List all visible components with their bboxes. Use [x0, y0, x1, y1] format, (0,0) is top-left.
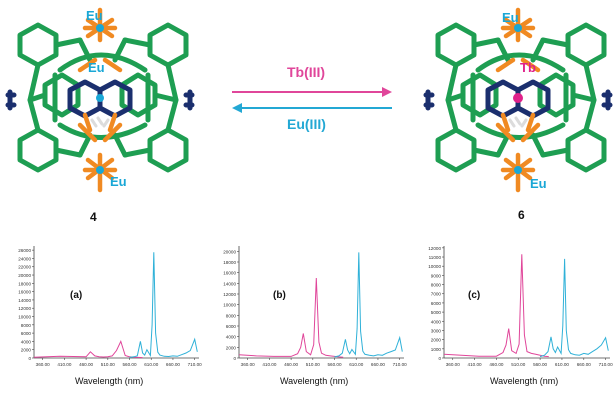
- y-tick-label: 4000: [431, 319, 442, 324]
- spectrum-a: 0 2000 4000 6000 8000 10000 12000 14000 16000 180…: [18, 246, 202, 367]
- y-tick-label: 0: [233, 356, 236, 361]
- y-tick-label: 6000: [226, 324, 237, 329]
- eu-label-bottom-left: Eu: [110, 174, 127, 189]
- x-tick-label: 510.00: [101, 362, 115, 367]
- y-tick-label: 8000: [431, 283, 442, 288]
- spectrum-series-1: [129, 252, 198, 358]
- x-tick-label: 560.00: [327, 362, 341, 367]
- x-tick-label: 710.00: [393, 362, 407, 367]
- x-tick-label: 660.00: [166, 362, 180, 367]
- spectrum-series-0: [33, 340, 143, 359]
- panel-label-a: (a): [70, 290, 83, 301]
- y-tick-label: 12000: [428, 246, 441, 251]
- x-tick-label: 610.00: [349, 362, 363, 367]
- y-tick-label: 24000: [18, 256, 31, 261]
- y-tick-label: 4000: [21, 339, 32, 344]
- compound-label-6: 6: [518, 208, 525, 222]
- forward-reagent-label: Tb(III): [287, 64, 326, 80]
- y-tick-label: 5000: [431, 310, 442, 315]
- y-tick-label: 2000: [21, 348, 32, 353]
- y-tick-label: 26000: [18, 248, 31, 253]
- x-tick-label: 460.00: [489, 362, 503, 367]
- x-tick-label: 360.00: [241, 362, 255, 367]
- eu-label-bottom-right: Eu: [530, 176, 547, 191]
- y-tick-label: 0: [438, 356, 441, 361]
- y-tick-label: 8000: [226, 313, 237, 318]
- spectrum-c: 0 1000 2000 3000 4000 5000 6000 7000 8000 9000 100…: [428, 246, 613, 367]
- x-tick-label: 660.00: [577, 362, 591, 367]
- y-tick-label: 10000: [18, 315, 31, 320]
- x-tick-label: 610.00: [144, 362, 158, 367]
- y-tick-label: 6000: [431, 301, 442, 306]
- eu-label-top-left: Eu: [86, 8, 103, 23]
- y-tick-label: 8000: [21, 323, 32, 328]
- spectrum-series-0: [443, 254, 549, 358]
- x-tick-label: 360.00: [446, 362, 460, 367]
- x-tick-label: 710.00: [188, 362, 202, 367]
- eu-label-top-right: Eu: [502, 10, 519, 25]
- y-tick-label: 16000: [18, 290, 31, 295]
- x-tick-label: 510.00: [511, 362, 525, 367]
- spectrum-panel-c: 0 1000 2000 3000 4000 5000 6000 7000 8000 9000 100…: [410, 240, 616, 390]
- reaction-arrows: [232, 87, 392, 113]
- y-tick-label: 11000: [429, 255, 442, 260]
- y-tick-label: 12000: [18, 306, 31, 311]
- y-tick-label: 14000: [223, 281, 236, 286]
- cage-structure-4: [5, 7, 195, 193]
- x-axis-label-c: Wavelength (nm): [490, 376, 559, 386]
- y-tick-label: 20000: [223, 249, 236, 254]
- y-tick-label: 20000: [18, 273, 31, 278]
- spectrum-panel-a: 0 2000 4000 6000 8000 10000 12000 14000 16000 180…: [0, 240, 205, 390]
- x-tick-label: 410.00: [57, 362, 71, 367]
- spectrum-b: 0 2000 4000 6000 8000 10000 12000 14000 16000 180…: [223, 246, 407, 367]
- x-axis-label-a: Wavelength (nm): [75, 376, 144, 386]
- y-tick-label: 7000: [431, 292, 442, 297]
- panel-label-c: (c): [468, 290, 481, 301]
- y-tick-label: 12000: [223, 292, 236, 297]
- x-axis-label-b: Wavelength (nm): [280, 376, 349, 386]
- x-tick-label: 510.00: [306, 362, 320, 367]
- reverse-reagent-label: Eu(III): [287, 116, 326, 132]
- y-tick-label: 22000: [18, 265, 31, 270]
- y-tick-label: 2000: [431, 338, 442, 343]
- x-tick-label: 660.00: [371, 362, 385, 367]
- x-tick-label: 460.00: [79, 362, 93, 367]
- y-tick-label: 1000: [431, 347, 442, 352]
- panel-label-b: (b): [273, 290, 286, 301]
- spectrum-series-1: [539, 258, 609, 358]
- x-tick-label: 560.00: [122, 362, 136, 367]
- spectrum-series-0: [238, 277, 344, 358]
- y-tick-label: 4000: [226, 335, 237, 340]
- y-tick-label: 9000: [431, 273, 442, 278]
- spectrum-series-1: [334, 252, 403, 358]
- x-tick-label: 710.00: [599, 362, 613, 367]
- y-tick-label: 18000: [223, 260, 236, 265]
- reverse-arrow: [232, 103, 392, 113]
- x-tick-label: 610.00: [555, 362, 569, 367]
- spectrum-panel-b: 0 2000 4000 6000 8000 10000 12000 14000 16000 180…: [205, 240, 410, 390]
- x-tick-label: 560.00: [533, 362, 547, 367]
- x-tick-label: 360.00: [36, 362, 50, 367]
- y-tick-label: 10000: [428, 264, 441, 269]
- y-tick-label: 10000: [223, 303, 236, 308]
- compound-label-4: 4: [90, 210, 97, 224]
- x-tick-label: 410.00: [468, 362, 482, 367]
- y-tick-label: 16000: [223, 271, 236, 276]
- eu-label-mid-left: Eu: [88, 60, 105, 75]
- cage-structure-6: [423, 7, 613, 193]
- x-tick-label: 460.00: [284, 362, 298, 367]
- y-tick-label: 14000: [18, 298, 31, 303]
- forward-arrow: [232, 87, 392, 97]
- y-tick-label: 0: [28, 356, 31, 361]
- tb-label: Tb: [520, 60, 536, 75]
- y-tick-label: 18000: [18, 281, 31, 286]
- x-tick-label: 410.00: [262, 362, 276, 367]
- y-tick-label: 3000: [431, 328, 442, 333]
- y-tick-label: 6000: [21, 331, 32, 336]
- y-tick-label: 2000: [226, 345, 237, 350]
